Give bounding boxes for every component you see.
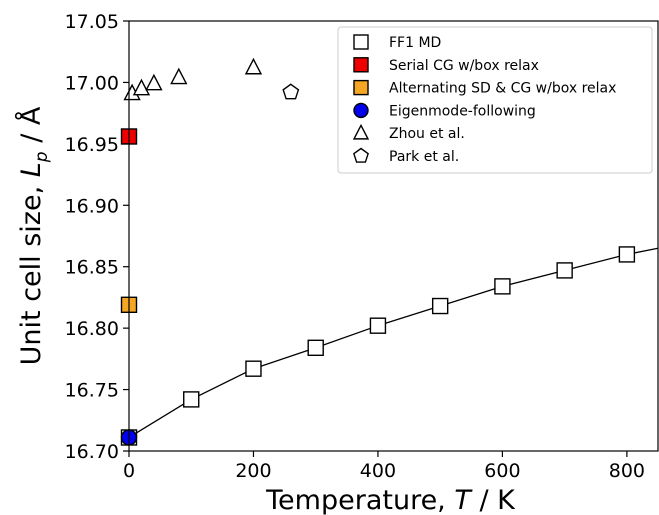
y-axis-label-subscript: p: [32, 151, 52, 163]
data-point-4: [170, 67, 188, 85]
data-point-0: [494, 278, 511, 295]
data-point-0: [431, 297, 449, 315]
x-tick-label: 400: [360, 460, 396, 482]
series-lines: [128, 247, 659, 439]
y-axis-label-symbol: L: [16, 162, 47, 177]
data-point-0: [556, 262, 573, 279]
x-tick-label: 600: [484, 460, 520, 482]
legend-marker: [353, 102, 369, 119]
legend-label: Park et al.: [389, 149, 459, 165]
y-tick-label: 16.80: [65, 318, 119, 340]
y-tick-label: 17.00: [65, 72, 119, 94]
x-tick-label: 0: [123, 460, 135, 482]
plot-frame: [128, 20, 659, 452]
data-point-0: [183, 391, 200, 408]
y-tick-label: 16.85: [65, 257, 119, 279]
legend-marker: [353, 57, 369, 73]
data-point-0: [369, 317, 387, 334]
y-tick-label: 16.75: [65, 380, 119, 402]
y-axis-label-suffix: / Å: [15, 106, 47, 151]
y-axis-label-prefix: Unit cell size,: [16, 177, 47, 365]
legend: FF1 MD Serial CG w/box relax Alternating S…: [337, 26, 653, 174]
data-point-0: [307, 339, 324, 356]
data-point-4: [132, 78, 151, 96]
data-point-4: [145, 73, 163, 91]
data-point-0: [618, 246, 636, 263]
y-tick-label: 16.90: [65, 195, 119, 217]
data-point-0: [245, 360, 262, 377]
legend-marker: [352, 123, 370, 140]
legend-label: Eigenmode-following: [389, 103, 536, 119]
legend-frame: [337, 26, 653, 174]
data-point-4: [244, 57, 263, 75]
y-tick-label: 16.95: [65, 134, 119, 156]
x-axis-label-symbol: T: [454, 485, 473, 515]
data-point-5: [282, 83, 300, 100]
axis-ticks: 0 200 400 600 800 16.70 16.75 16.80 16.85 16.90 16…: [65, 11, 645, 482]
series-line-0: [128, 247, 659, 439]
legend-label: Serial CG w/box relax: [389, 58, 539, 74]
legend-label: Alternating SD & CG w/box relax: [389, 81, 616, 97]
legend-label: Zhou et al.: [389, 126, 465, 142]
y-axis-label: Unit cell size, Lp / Å: [15, 106, 52, 365]
y-tick-label: 16.70: [65, 441, 119, 463]
legend-marker: [353, 79, 369, 96]
x-axis-label-suffix: / K: [471, 485, 516, 515]
legend-marker: [353, 147, 369, 163]
x-axis-label-prefix: Temperature,: [265, 485, 454, 515]
series-points: [120, 57, 636, 446]
x-tick-label: 800: [609, 460, 645, 482]
legend-marker: [353, 34, 369, 50]
x-tick-label: 200: [235, 460, 271, 482]
x-axis-label: Temperature, T / K: [265, 485, 516, 515]
legend-label: FF1 MD: [389, 35, 441, 51]
y-tick-label: 17.05: [65, 11, 119, 33]
